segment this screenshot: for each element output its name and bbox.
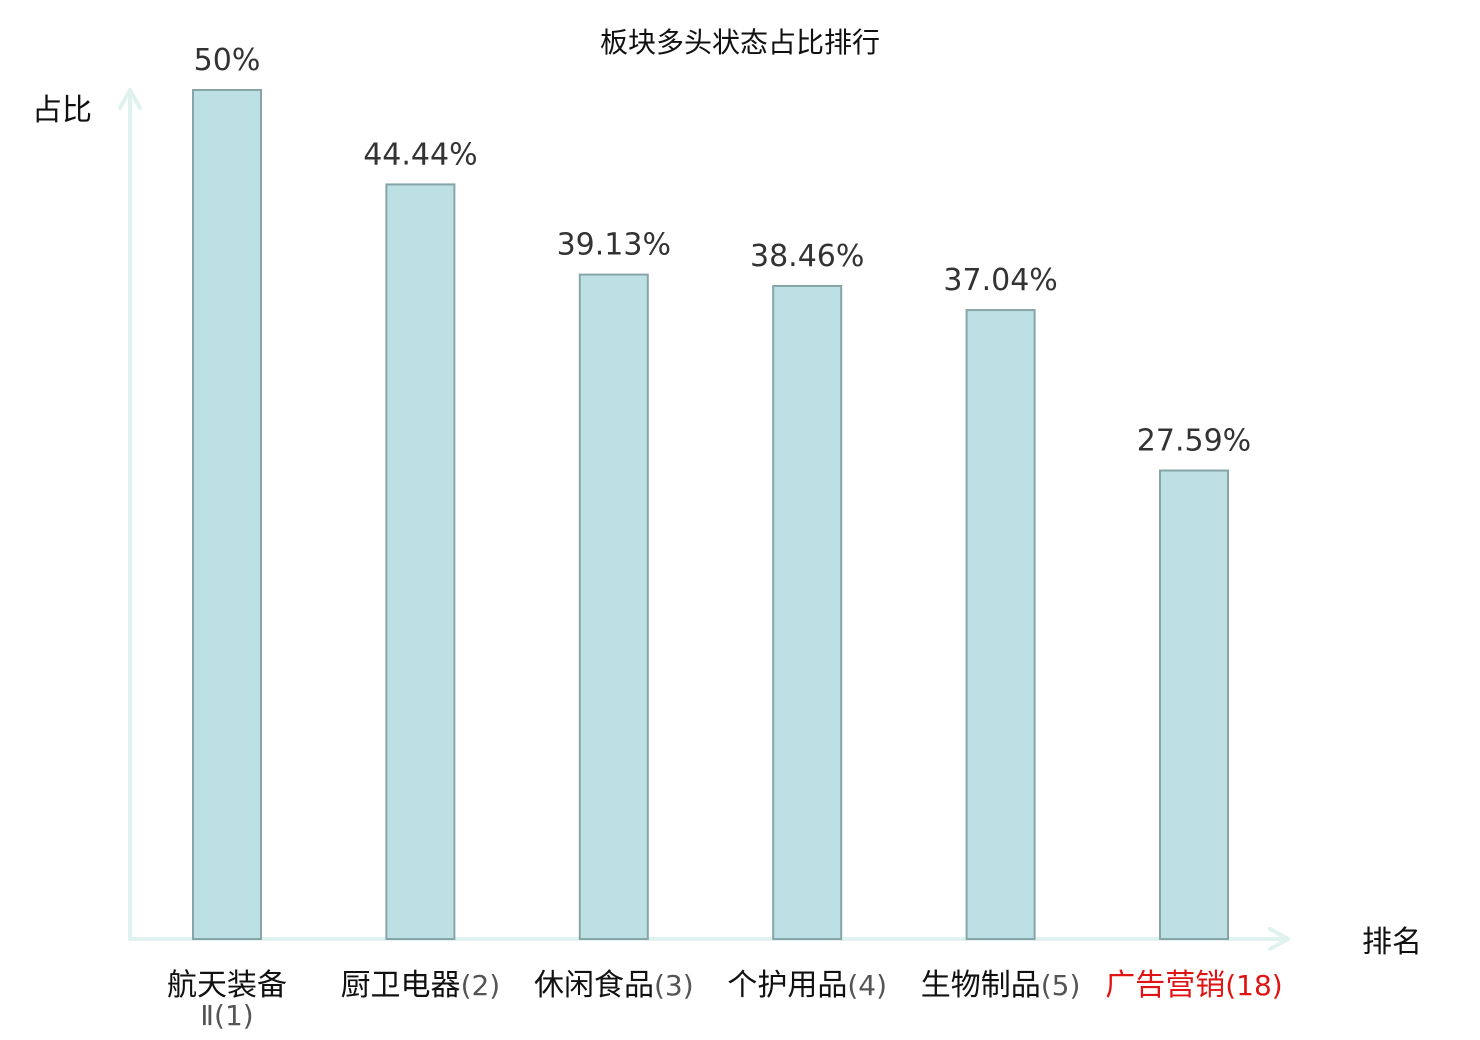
- value-label: 37.04%: [943, 263, 1057, 298]
- value-label: 39.13%: [557, 228, 671, 263]
- category-rank: (4): [847, 969, 887, 1002]
- value-label: 50%: [194, 43, 261, 78]
- y-axis-arrow-icon: [118, 88, 142, 110]
- y-axis-title: 占比: [32, 93, 92, 128]
- category-label: 广告营销(18): [1105, 968, 1282, 1003]
- bar: [192, 89, 262, 940]
- category-label: 厨卫电器(2): [341, 968, 501, 1003]
- category-rank: (18): [1225, 969, 1282, 1002]
- category-name: 休闲食品: [534, 968, 654, 1003]
- axes: [118, 88, 1290, 951]
- x-axis-title: 排名: [1362, 925, 1422, 960]
- category-name: 生物制品: [921, 968, 1041, 1003]
- value-labels-layer: 50% 44.44% 39.13% 38.46% 37.04% 27.59%: [194, 43, 1252, 459]
- bar: [578, 273, 649, 941]
- value-label: 38.46%: [750, 239, 864, 274]
- bar: [385, 183, 456, 940]
- category-name: 厨卫电器: [341, 968, 461, 1003]
- category-label: 休闲食品(3): [534, 968, 694, 1003]
- bar: [1159, 469, 1229, 940]
- category-name: 广告营销: [1105, 968, 1225, 1003]
- category-rank: Ⅱ(1): [200, 999, 253, 1032]
- bars-layer: [192, 89, 1229, 941]
- x-axis-arrow-icon: [1268, 927, 1290, 951]
- category-name: 个护用品: [727, 968, 847, 1003]
- category-label: 航天装备: [167, 968, 287, 1003]
- value-label: 44.44%: [363, 137, 477, 172]
- category-rank: (2): [461, 969, 501, 1002]
- bar: [772, 284, 843, 940]
- value-label: 27.59%: [1137, 424, 1251, 459]
- category-label: 生物制品(5): [921, 968, 1081, 1003]
- category-rank: (5): [1041, 969, 1081, 1002]
- category-label: 个护用品(4): [727, 968, 887, 1003]
- chart-title: 板块多头状态占比排行: [600, 26, 880, 59]
- bar: [965, 309, 1036, 940]
- category-rank: (3): [654, 969, 694, 1002]
